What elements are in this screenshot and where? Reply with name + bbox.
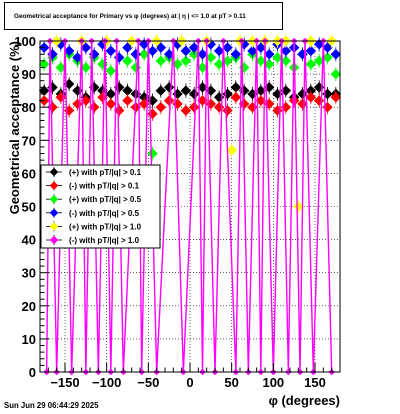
chart-title-box: Geometrical acceptance for Primary vs φ …: [4, 2, 283, 30]
y-tick-label: 90: [22, 67, 36, 82]
data-point: [122, 55, 133, 67]
data-point: [305, 58, 317, 70]
data-point: [155, 55, 167, 67]
y-tick-label: 80: [22, 100, 36, 115]
chart-title: Geometrical acceptance for Primary vs φ …: [14, 13, 246, 20]
data-point: [105, 98, 117, 110]
data-point: [180, 55, 192, 67]
legend-marker: [49, 208, 59, 218]
y-tick-label: 0: [29, 365, 36, 380]
x-axis-label: φ (degrees): [269, 393, 340, 408]
x-tick-label: −150: [50, 375, 79, 390]
y-tick-label: 40: [22, 233, 36, 248]
data-point: [288, 95, 300, 106]
x-tick-label: 100: [262, 375, 284, 390]
data-point: [38, 58, 50, 70]
data-point: [222, 105, 233, 116]
y-tick-label: 20: [22, 299, 36, 314]
data-point: [180, 105, 192, 116]
data-point: [105, 45, 117, 57]
x-tick-label: 50: [224, 375, 238, 390]
data-point: [292, 201, 304, 212]
data-point: [330, 68, 342, 80]
legend-marker: [49, 222, 59, 231]
data-point: [213, 101, 225, 113]
legend-marker: [49, 167, 59, 177]
data-point: [230, 91, 242, 103]
axis-ticks: −150 −100 −50 0 50 100 150 0 10 20 30 40 50 60 70 80 90 1…: [14, 34, 341, 390]
data-point: [188, 101, 200, 113]
y-tick-label: 10: [22, 332, 36, 347]
data-point: [305, 45, 317, 57]
y-tick-label: 60: [22, 166, 36, 181]
data-point: [226, 144, 238, 156]
legend-label: (-) with pT/|q| > 0.1: [69, 182, 140, 191]
data-point: [130, 48, 142, 60]
x-tick-label: −100: [92, 375, 121, 390]
data-point: [80, 42, 92, 53]
y-axis-label: Geometrical acceptance (%): [7, 41, 22, 214]
data-point: [180, 45, 192, 57]
series-layer: [38, 34, 342, 376]
data-point: [147, 148, 158, 159]
legend-box: [40, 164, 161, 249]
data-point: [297, 98, 308, 110]
data-point: [155, 85, 167, 97]
legend-marker: [49, 235, 59, 245]
data-point: [122, 95, 133, 106]
data-point: [230, 48, 242, 60]
x-tick-label: −50: [137, 375, 159, 390]
y-tick-label: 50: [22, 200, 36, 215]
data-point: [180, 85, 192, 97]
y-tick-label: 100: [14, 34, 36, 49]
legend-label: (-) with pT/|q| > 0.5: [69, 209, 140, 218]
data-point: [163, 95, 175, 106]
legend-marker: [49, 194, 59, 204]
data-point: [330, 48, 342, 60]
data-point: [313, 95, 325, 106]
legend-label: (+) with pT/|q| > 1.0: [69, 222, 142, 231]
x-tick-label: 0: [186, 375, 193, 390]
data-point: [105, 65, 117, 77]
y-tick-label: 30: [22, 266, 36, 281]
data-point: [122, 42, 133, 53]
timestamp-footer: Sun Jun 29 06:44:29 2025: [4, 401, 99, 410]
data-point: [155, 42, 167, 53]
data-point: [163, 81, 175, 93]
data-point: [72, 85, 83, 97]
x-tick-label: 150: [304, 375, 326, 390]
data-point: [330, 91, 342, 103]
legend-label: (-) with pT/|q| > 1.0: [69, 236, 140, 245]
legend: (+) with pT/|q| > 0.1 (-) with pT/|q| > 0…: [40, 164, 161, 249]
data-point: [322, 42, 333, 53]
data-point: [322, 101, 333, 113]
y-tick-label: 70: [22, 133, 36, 148]
data-point: [147, 108, 158, 120]
data-point: [188, 88, 200, 100]
legend-label: (+) with pT/|q| > 0.5: [69, 195, 142, 204]
data-point: [255, 42, 267, 53]
legend-marker: [49, 181, 59, 190]
data-point: [205, 98, 217, 110]
legend-label: (+) with pT/|q| > 0.1: [69, 168, 142, 177]
data-point: [305, 91, 317, 103]
data-point: [155, 101, 167, 113]
